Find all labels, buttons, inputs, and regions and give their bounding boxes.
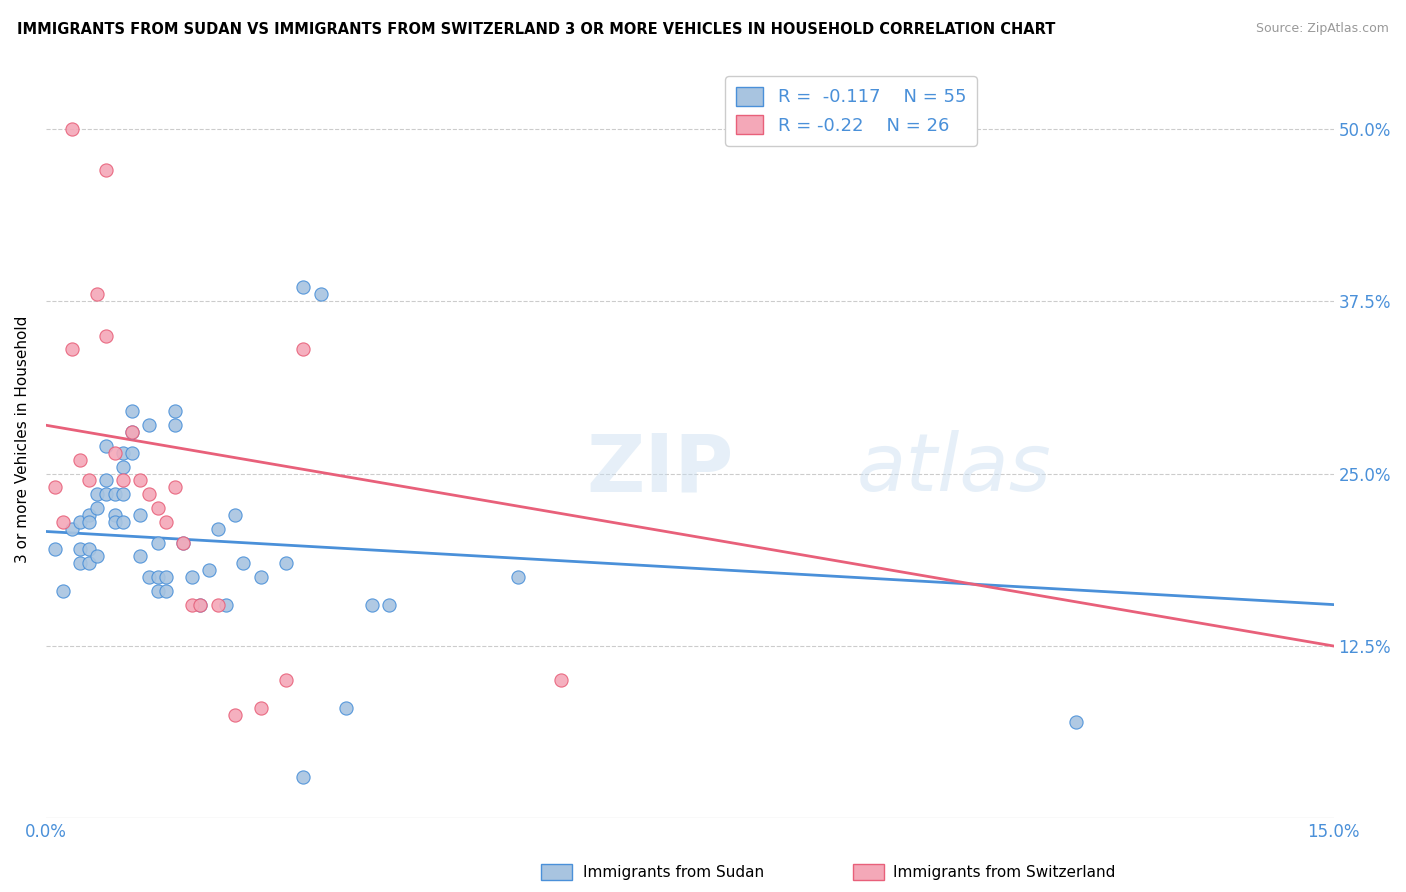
- Point: [224, 508, 246, 522]
- Point: [112, 474, 135, 488]
- Point: [335, 701, 357, 715]
- Text: Immigrants from Switzerland: Immigrants from Switzerland: [893, 865, 1115, 880]
- Point: [86, 549, 108, 564]
- Point: [163, 418, 186, 433]
- Point: [138, 570, 160, 584]
- Point: [60, 343, 83, 357]
- Point: [86, 287, 108, 301]
- Point: [180, 598, 202, 612]
- Point: [155, 570, 177, 584]
- Point: [155, 515, 177, 529]
- Point: [104, 487, 127, 501]
- Text: atlas: atlas: [858, 430, 1052, 508]
- Point: [249, 701, 271, 715]
- Point: [506, 570, 529, 584]
- Point: [138, 487, 160, 501]
- Point: [112, 515, 135, 529]
- Point: [129, 549, 152, 564]
- Text: Source: ZipAtlas.com: Source: ZipAtlas.com: [1256, 22, 1389, 36]
- Point: [44, 480, 66, 494]
- Point: [121, 404, 143, 418]
- Point: [215, 598, 238, 612]
- Point: [309, 287, 332, 301]
- Point: [112, 487, 135, 501]
- Point: [121, 425, 143, 439]
- Point: [249, 570, 271, 584]
- Point: [172, 535, 194, 549]
- Point: [77, 556, 100, 570]
- Point: [163, 480, 186, 494]
- Point: [60, 522, 83, 536]
- Point: [146, 501, 169, 516]
- Point: [77, 474, 100, 488]
- Point: [121, 446, 143, 460]
- Point: [224, 708, 246, 723]
- Text: IMMIGRANTS FROM SUDAN VS IMMIGRANTS FROM SWITZERLAND 3 OR MORE VEHICLES IN HOUSE: IMMIGRANTS FROM SUDAN VS IMMIGRANTS FROM…: [17, 22, 1056, 37]
- Point: [207, 598, 229, 612]
- Point: [129, 508, 152, 522]
- Point: [172, 535, 194, 549]
- Point: [94, 328, 117, 343]
- Point: [104, 508, 127, 522]
- Point: [44, 542, 66, 557]
- Point: [94, 474, 117, 488]
- Y-axis label: 3 or more Vehicles in Household: 3 or more Vehicles in Household: [15, 316, 30, 563]
- Point: [1064, 714, 1087, 729]
- Point: [77, 542, 100, 557]
- Point: [52, 515, 75, 529]
- Point: [146, 535, 169, 549]
- Point: [292, 343, 315, 357]
- Point: [77, 508, 100, 522]
- Point: [550, 673, 572, 688]
- Point: [378, 598, 401, 612]
- Point: [232, 556, 254, 570]
- Point: [138, 418, 160, 433]
- Point: [86, 487, 108, 501]
- Point: [94, 487, 117, 501]
- Point: [129, 474, 152, 488]
- Point: [77, 515, 100, 529]
- Point: [69, 556, 91, 570]
- Point: [86, 501, 108, 516]
- Point: [276, 673, 298, 688]
- Point: [198, 563, 221, 577]
- Point: [69, 542, 91, 557]
- Point: [94, 163, 117, 178]
- Point: [292, 280, 315, 294]
- Point: [155, 583, 177, 598]
- Point: [146, 583, 169, 598]
- Text: ZIP: ZIP: [586, 430, 734, 508]
- Legend: R =  -0.117    N = 55, R = -0.22    N = 26: R = -0.117 N = 55, R = -0.22 N = 26: [725, 76, 977, 145]
- Point: [163, 404, 186, 418]
- Point: [207, 522, 229, 536]
- Point: [94, 439, 117, 453]
- Point: [112, 459, 135, 474]
- Point: [112, 446, 135, 460]
- Text: Immigrants from Sudan: Immigrants from Sudan: [583, 865, 765, 880]
- Point: [69, 452, 91, 467]
- Point: [60, 121, 83, 136]
- Point: [292, 770, 315, 784]
- Point: [190, 598, 212, 612]
- Point: [276, 556, 298, 570]
- Point: [190, 598, 212, 612]
- Point: [361, 598, 384, 612]
- Point: [146, 570, 169, 584]
- Point: [104, 515, 127, 529]
- Point: [69, 515, 91, 529]
- Point: [52, 583, 75, 598]
- Point: [180, 570, 202, 584]
- Point: [104, 446, 127, 460]
- Point: [121, 425, 143, 439]
